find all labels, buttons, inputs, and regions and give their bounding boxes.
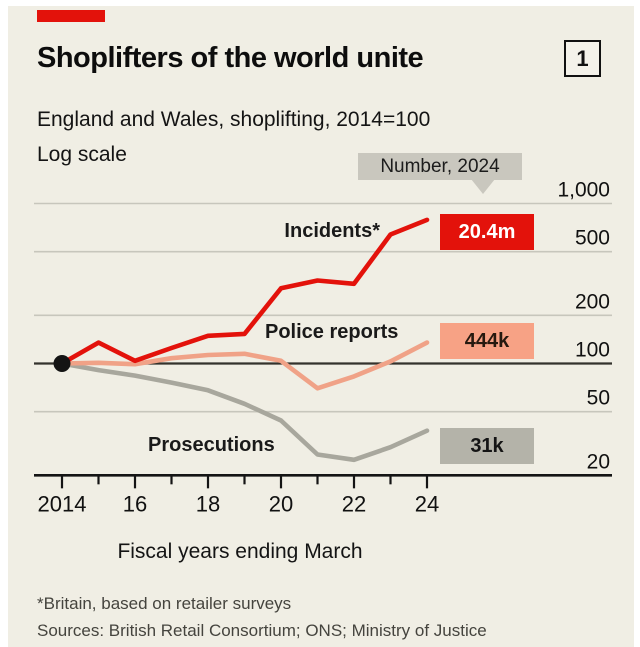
y-axis-tick-label: 1,000 <box>557 179 610 202</box>
x-axis-tick-label: 2014 <box>38 491 87 516</box>
series-label-prosecutions: Prosecutions <box>148 434 275 456</box>
x-axis-tick-label: 24 <box>415 491 439 516</box>
value-box-incidents: 20.4m <box>440 214 534 250</box>
x-axis-title: Fiscal years ending March <box>117 540 363 563</box>
y-axis-tick-label: 20 <box>587 450 610 473</box>
x-axis-tick-label: 16 <box>123 491 147 516</box>
x-axis-tick-label: 18 <box>196 491 220 516</box>
y-axis-tick-label: 50 <box>587 387 610 410</box>
sources-line: Sources: British Retail Consortium; ONS;… <box>37 621 487 640</box>
series-label-incidents: Incidents* <box>284 220 380 242</box>
number-2024-callout: Number, 2024 <box>358 153 522 180</box>
figure-index-number: 1 <box>576 45 589 71</box>
series-label-police-reports: Police reports <box>265 321 399 343</box>
log-scale-note: Log scale <box>37 143 127 166</box>
y-axis-tick-label: 200 <box>575 290 610 313</box>
value-box-police-reports: 444k <box>440 323 534 359</box>
y-axis-tick-label: 100 <box>575 339 610 362</box>
x-axis-tick-label: 22 <box>342 491 366 516</box>
series-line-police-reports <box>59 340 430 391</box>
series-line-incidents- <box>59 217 430 366</box>
series-line-prosecutions <box>59 361 430 463</box>
figure-index-box: 1 <box>564 40 601 77</box>
x-axis-tick-label: 20 <box>269 491 293 516</box>
footnote: *Britain, based on retailer surveys <box>37 594 292 613</box>
economist-red-tab <box>37 10 105 22</box>
y-axis-tick-label: 500 <box>575 227 610 250</box>
chart-subtitle: England and Wales, shoplifting, 2014=100 <box>37 108 431 131</box>
chart-title: Shoplifters of the world unite <box>37 42 424 74</box>
callout-pointer-icon <box>471 179 495 194</box>
start-point-dot <box>53 355 71 372</box>
value-box-prosecutions: 31k <box>440 428 534 464</box>
